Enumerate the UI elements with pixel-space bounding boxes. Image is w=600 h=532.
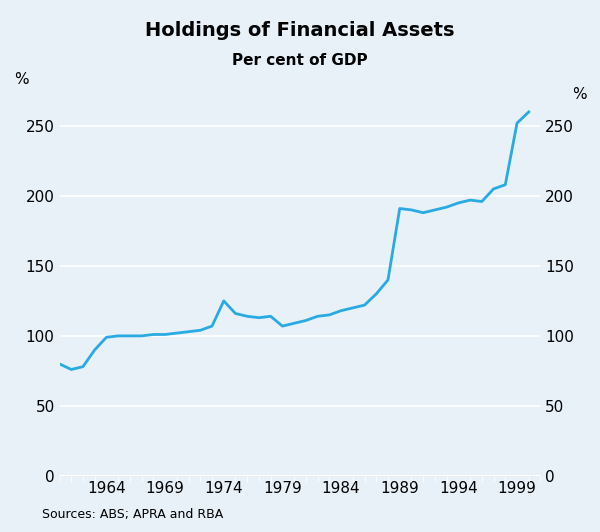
Y-axis label: %: % bbox=[572, 87, 586, 102]
Y-axis label: %: % bbox=[14, 72, 28, 87]
Text: Per cent of GDP: Per cent of GDP bbox=[232, 53, 368, 68]
Text: Sources: ABS; APRA and RBA: Sources: ABS; APRA and RBA bbox=[42, 509, 223, 521]
Text: Holdings of Financial Assets: Holdings of Financial Assets bbox=[145, 21, 455, 40]
